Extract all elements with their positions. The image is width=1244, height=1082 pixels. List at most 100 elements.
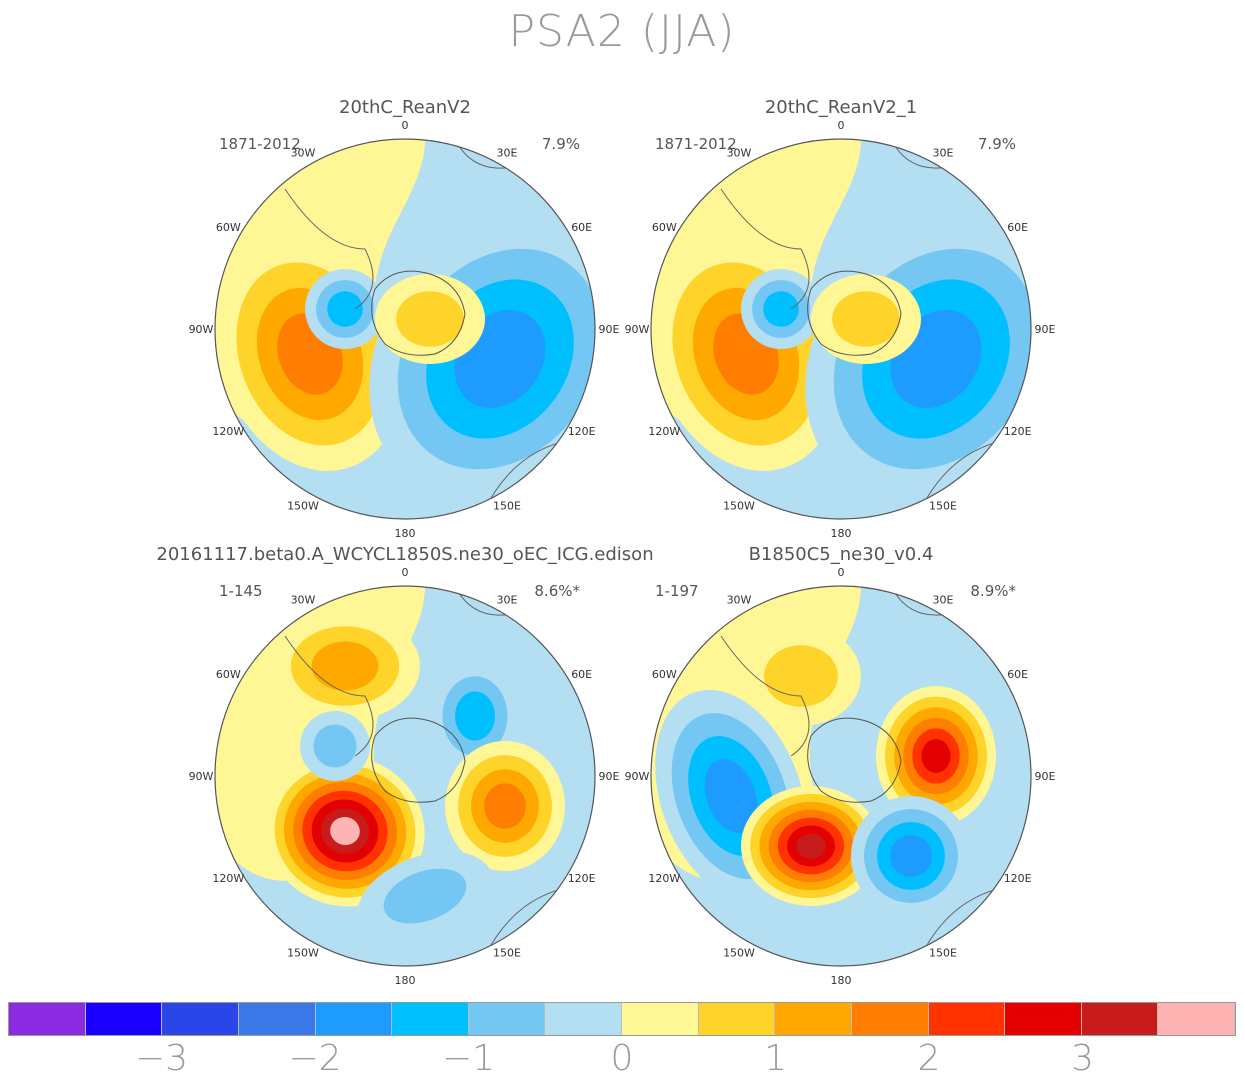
longitude-label: 150W [287,500,319,513]
contour-region [890,835,932,877]
colorbar [8,1002,1236,1036]
period-label: 1871-2012 [655,135,737,153]
polar-map: 0 30E 60E 90E 120E 150E 180 150W 120W 90W 60W 30W [189,119,620,539]
colorbar-swatch [468,1003,546,1035]
longitude-label: 120W [212,425,244,438]
period-label: 1871-2012 [219,135,301,153]
longitude-label: 150W [723,947,755,960]
longitude-label: 150E [493,947,521,960]
longitude-label: 60W [652,221,677,234]
polar-map: 0 30E 60E 90E 120E 150E 180 150W 120W 90W 60W 30W [189,566,620,986]
map-boundary [650,585,1032,967]
longitude-label: 90E [599,770,620,783]
colorbar-tick-label: −2 [288,1038,342,1079]
map-panel-3: 20161117.beta0.A_WCYCL1850S.ne30_oEC_ICG… [156,544,653,986]
colorbar-swatch [1158,1003,1235,1035]
colorbar-swatch [545,1003,622,1035]
longitude-label: 30E [933,593,954,606]
antarctica-coastline [807,717,902,803]
south-america-coastline [284,635,374,757]
longitude-label: 180 [831,527,852,539]
colorbar-swatch [1081,1003,1159,1035]
longitude-label: 90W [625,323,650,336]
longitude-label: 0 [838,566,845,579]
contour-region [832,291,900,347]
colorbar-swatch [85,1003,163,1035]
variance-label: 7.9% [541,135,580,153]
panel-title: B1850C5_ne30_v0.4 [748,544,934,565]
antarctica-coastline [807,270,902,356]
contour-region [330,816,360,846]
longitude-label: 90W [189,323,214,336]
south-america-coastline [720,635,810,757]
longitude-label: 30W [291,146,316,159]
colorbar-swatch [622,1003,699,1035]
longitude-label: 180 [395,974,416,986]
contour-region [396,291,464,347]
longitude-label: 60W [652,668,677,681]
longitude-label: 120W [212,872,244,885]
longitude-label: 150W [723,500,755,513]
contour-region [763,291,799,327]
panel-title: 20thC_ReanV2 [339,97,471,118]
variance-label: 8.6%* [534,582,580,600]
south-america-coastline [720,188,810,310]
contour-region [311,641,379,691]
contour-region [455,691,495,741]
south-america-coastline [284,188,374,310]
variance-label: 8.9%* [970,582,1016,600]
map-panel-1: 20thC_ReanV2 1871-2012 7.9% 0 30E 60E 90E 12… [175,97,635,539]
longitude-label: 0 [402,119,409,132]
longitude-label: 90W [189,770,214,783]
colorbar-swatch [928,1003,1006,1035]
colorbar-swatch [9,1003,86,1035]
longitude-label: 150E [493,500,521,513]
antarctica-coastline [371,717,466,803]
longitude-label: 30W [727,146,752,159]
contour-region [764,645,838,707]
figure-title: PSA2 (JJA) [508,6,736,57]
longitude-label: 150W [287,947,319,960]
longitude-label: 120E [568,425,596,438]
period-label: 1-145 [219,582,263,600]
longitude-label: 60W [216,668,241,681]
colorbar-tick-label: −3 [134,1038,189,1079]
contour-region [704,759,758,833]
period-label: 1-197 [655,582,699,600]
contour-region [796,833,826,859]
colorbar-swatch [238,1003,316,1035]
panel-title: 20161117.beta0.A_WCYCL1850S.ne30_oEC_ICG… [156,544,654,565]
antarctica-coastline [371,270,466,356]
contour-region [327,291,363,327]
longitude-label: 60E [1007,668,1028,681]
colorbar-tick-label: 3 [1071,1038,1094,1079]
longitude-label: 60W [216,221,241,234]
colorbar-swatch [775,1003,852,1035]
longitude-label: 90E [1035,770,1056,783]
longitude-label: 120W [648,872,680,885]
longitude-label: 30E [933,146,954,159]
colorbar-tick-label: 1 [764,1038,787,1079]
colorbar-swatch [851,1003,929,1035]
colorbar-swatch [162,1003,239,1035]
longitude-label: 120W [648,425,680,438]
colorbar-tick-label: 2 [917,1038,941,1079]
longitude-label: 30W [727,593,752,606]
longitude-label: 30E [497,146,518,159]
contour-region [313,724,357,768]
longitude-label: 120E [568,872,596,885]
longitude-label: 60E [571,221,592,234]
longitude-label: 150E [929,947,957,960]
contour-region [383,868,467,924]
longitude-label: 90W [625,770,650,783]
longitude-label: 120E [1004,872,1032,885]
longitude-label: 30W [291,593,316,606]
longitude-label: 90E [599,323,620,336]
longitude-label: 90E [1035,323,1056,336]
contour-region [921,739,951,773]
longitude-label: 30E [497,593,518,606]
colorbar-swatch [392,1003,469,1035]
polar-map: 0 30E 60E 90E 120E 150E 180 150W 120W 90W 60W 30W [625,119,1056,539]
longitude-label: 180 [831,974,852,986]
colorbar-swatch [1005,1003,1082,1035]
